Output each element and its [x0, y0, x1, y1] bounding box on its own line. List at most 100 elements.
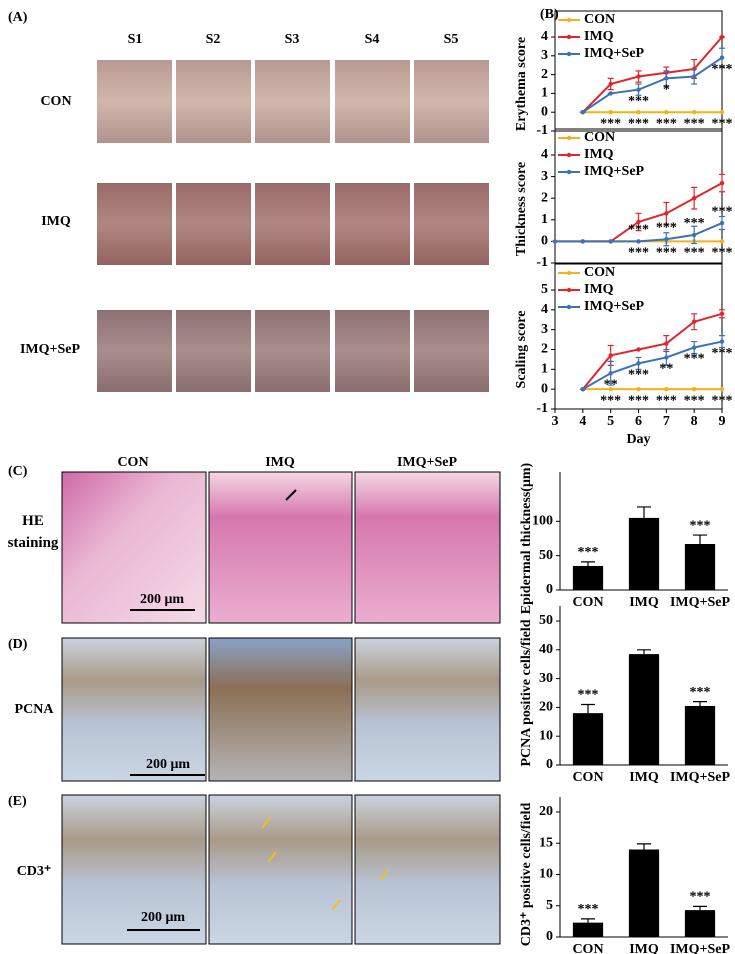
point: [636, 386, 641, 392]
photo: [414, 60, 489, 143]
series-line: [582, 56, 723, 114]
y-axis-title: Scaling score: [514, 311, 529, 389]
significance-label: ***: [628, 116, 649, 131]
legend-label: IMQ+SeP: [584, 299, 645, 314]
micrograph: [354, 637, 501, 782]
point: [719, 386, 725, 392]
significance-label: ***: [628, 393, 649, 408]
panel-label: (A): [8, 10, 28, 25]
micrograph: [208, 471, 353, 624]
significance-label: ***: [656, 220, 677, 235]
legend-marker: [566, 169, 572, 175]
micrograph: [61, 794, 207, 945]
photo: [255, 60, 330, 143]
x-tick-label: IMQ+SeP: [670, 942, 731, 954]
significance-label: ***: [712, 346, 733, 361]
point: [719, 55, 725, 60]
significance-label: **: [604, 378, 618, 393]
legend-label: IMQ+SeP: [584, 164, 645, 179]
significance-label: ***: [712, 62, 733, 77]
column-label: S5: [444, 32, 459, 47]
point: [636, 87, 641, 92]
point: [552, 239, 558, 244]
point: [719, 311, 725, 316]
row-label: CON: [40, 94, 71, 109]
error-bar: [637, 506, 651, 518]
y-tick-label: 4: [541, 29, 548, 44]
point: [608, 386, 613, 392]
y-tick-label: 1: [541, 212, 548, 227]
bar: [572, 565, 604, 590]
y-axis-title: Thickness score: [514, 162, 529, 256]
legend-label: IMQ: [584, 147, 614, 162]
point: [636, 361, 641, 366]
legend-marker: [566, 135, 572, 141]
series-line: [582, 340, 723, 391]
photo: [335, 310, 410, 392]
micrograph: [61, 637, 207, 782]
photo: [176, 60, 251, 143]
significance-label: ***: [712, 246, 733, 261]
y-tick-label: 30: [539, 671, 553, 686]
x-tick-label: CON: [572, 770, 603, 785]
column-label: S2: [206, 32, 221, 47]
row-label: CD3⁺: [17, 864, 52, 879]
photo: [97, 183, 172, 265]
point: [719, 180, 725, 186]
significance-label: *: [663, 83, 670, 98]
y-tick-label: 3: [541, 48, 548, 63]
significance-label: ***: [578, 688, 599, 703]
arrow: [331, 899, 341, 911]
y-axis-title: Epidermal thickness(μm): [519, 462, 534, 614]
scale-label: 200 μm: [140, 592, 184, 607]
x-tick-label: IMQ: [629, 770, 659, 785]
legend-label: IMQ+SeP: [584, 46, 645, 61]
y-tick-label: 15: [539, 835, 553, 850]
scale-label: 200 μm: [141, 910, 185, 925]
column-label: S4: [365, 32, 380, 47]
point: [608, 353, 613, 358]
x-tick-label: IMQ: [629, 595, 659, 610]
x-tick-label: 4: [579, 414, 586, 429]
bar: [572, 713, 604, 765]
point: [719, 34, 725, 40]
bar: [684, 705, 716, 765]
bar: [628, 849, 660, 937]
point: [664, 76, 669, 81]
point: [636, 219, 641, 225]
column-label: S3: [285, 32, 300, 47]
point: [664, 237, 669, 242]
x-tick-label: IMQ+SeP: [670, 770, 731, 785]
legend-label: CON: [584, 265, 615, 280]
arrows: [261, 489, 389, 911]
row-label: IMQ: [41, 214, 71, 229]
y-tick-label: 0: [546, 929, 553, 944]
significance-label: ***: [628, 94, 649, 109]
significance-label: ***: [712, 116, 733, 131]
micrograph: [354, 471, 501, 624]
photo: [414, 183, 489, 265]
plot-frame: [554, 128, 723, 264]
row-label: IMQ+SeP: [20, 342, 81, 357]
panel-label: (C): [8, 464, 28, 479]
significance-label: ***: [684, 393, 705, 408]
error-bar: [637, 649, 651, 655]
legend-marker: [566, 287, 572, 293]
photo: [255, 183, 330, 265]
significance-label: **: [659, 362, 673, 377]
x-tick-label: IMQ+SeP: [670, 595, 731, 610]
arrow: [267, 851, 277, 863]
significance-label: ***: [690, 518, 711, 533]
point: [608, 91, 613, 96]
legend-label: CON: [584, 130, 615, 145]
x-tick-label: 8: [691, 414, 698, 429]
y-tick-label: -1: [536, 401, 548, 416]
legend-label: IMQ: [584, 29, 614, 44]
point: [691, 232, 697, 238]
point: [608, 371, 613, 376]
y-tick-label: 2: [541, 342, 548, 357]
y-tick-label: 3: [541, 169, 548, 184]
significance-label: ***: [712, 204, 733, 219]
y-tick-label: 20: [539, 804, 553, 819]
